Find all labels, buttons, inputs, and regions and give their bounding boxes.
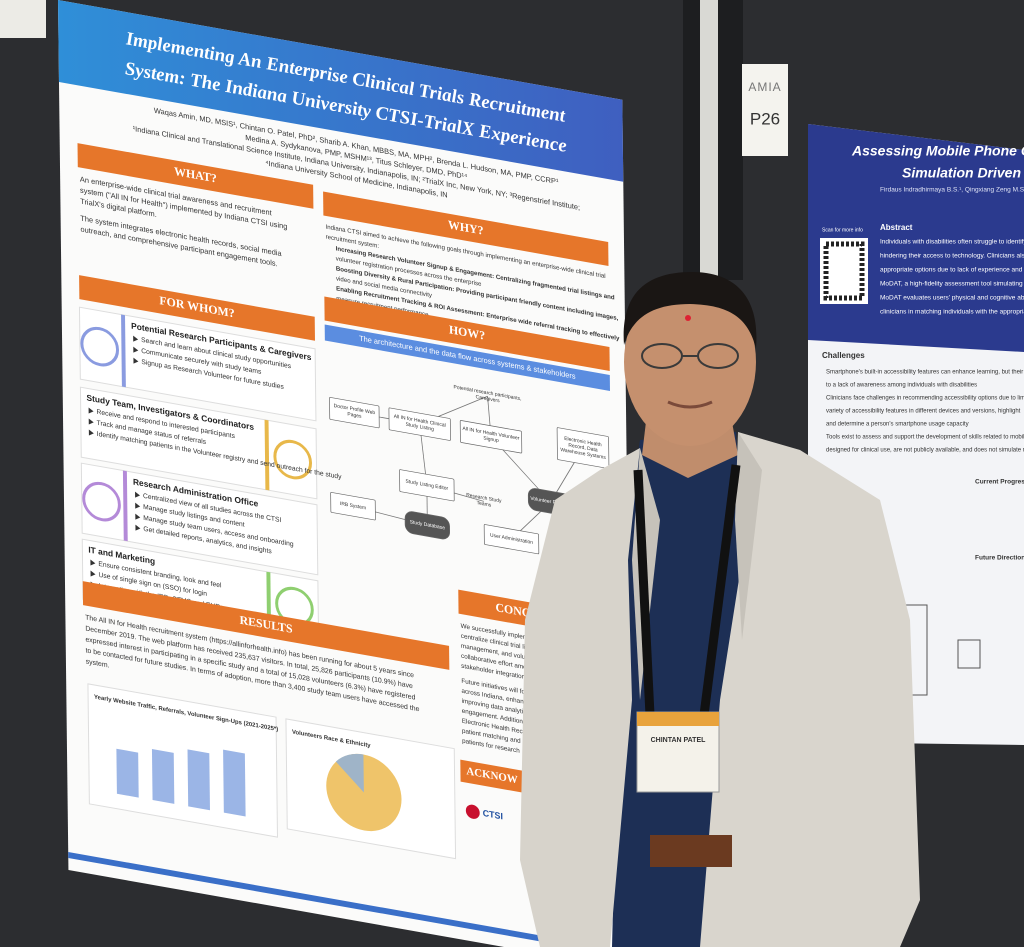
sign-code: P26: [750, 109, 780, 128]
abstract-heading: Abstract: [880, 223, 913, 232]
abstract-line: MoDAT, a high-fidelity assessment tool s…: [880, 281, 1024, 288]
abstract-line: appropriate options due to lack of exper…: [880, 267, 1024, 274]
group-box: [79, 386, 318, 500]
footer-strip: [68, 852, 633, 947]
bullet: [135, 491, 141, 498]
group-accent: [121, 314, 126, 388]
qr-note: Scan for more info: [822, 227, 863, 233]
logo-text: CTSI: [483, 808, 503, 822]
belt: [650, 835, 732, 867]
face: [624, 278, 756, 446]
challenges-heading: Challenges: [822, 351, 865, 360]
wall-sliver: [700, 0, 718, 280]
challenge-line: and determine a person's smartphone usag…: [826, 422, 969, 428]
results-line: system.: [86, 658, 110, 669]
logo-mark: [465, 804, 480, 819]
diagram-node: [483, 524, 540, 555]
smile: [667, 400, 713, 409]
challenge-line: Tools exist to assess and support the de…: [826, 435, 1024, 441]
diagram-node: [399, 469, 455, 502]
group-icon: [80, 326, 120, 367]
chart-bar: [116, 748, 139, 798]
bullet: [88, 429, 94, 436]
flow-box: [957, 639, 981, 669]
how-subtitle-band: [324, 324, 610, 391]
bullet: [135, 513, 141, 520]
bullet: [135, 502, 141, 509]
jacket-left: [520, 448, 640, 947]
chart-bar: [151, 749, 175, 804]
side-heading: Current Progress: [975, 479, 1024, 486]
bullet: [135, 524, 141, 531]
section-heading: HOW?: [449, 322, 485, 342]
section-header: [82, 581, 450, 670]
group-icon: [82, 481, 121, 522]
section-header: [79, 275, 315, 341]
group-accent: [264, 419, 270, 491]
challenge-line: designed for clinical use, are not publi…: [826, 448, 1024, 454]
right-title: Simulation Driven Approa: [902, 165, 1024, 181]
abstract-line: Individuals with disabilities often stru…: [880, 239, 1024, 246]
left-poster: Implementing An Enterprise Clinical Tria…: [58, 0, 633, 947]
lanyard-left: [633, 469, 655, 716]
chart-bar: [223, 749, 246, 817]
qr-pattern: [823, 241, 865, 301]
database: [404, 511, 451, 540]
section-header: [77, 143, 314, 209]
bullet: [133, 335, 139, 342]
group-box: [80, 462, 319, 576]
side-heading: Future Direction: [975, 555, 1024, 562]
lanyard-right: [699, 464, 741, 716]
hair: [623, 272, 757, 348]
abstract-line: MoDAT evaluates users' physical and cogn…: [880, 295, 1024, 302]
badge-name: CHINTAN PATEL: [651, 737, 707, 744]
challenge-line: Clinicians face challenges in recommendi…: [826, 396, 1024, 402]
bullet: [133, 357, 139, 364]
pie-slice: [335, 753, 364, 793]
group-box: [78, 306, 317, 422]
sign-org: AMIA: [748, 80, 781, 94]
challenge-line: Smartphone's built-in accessibility feat…: [826, 370, 1024, 376]
diagram-node: [330, 492, 376, 521]
section-header: [323, 191, 609, 266]
badge-band: [637, 712, 719, 726]
tilak: [685, 315, 691, 321]
right-authors: Firdaus Indradhirmaya B.S.¹, Qingxiang Z…: [880, 187, 1024, 194]
sign-card: [742, 64, 788, 156]
corner-card: [0, 0, 46, 38]
person: CHINTAN PATEL: [520, 272, 920, 947]
jacket-right: [700, 432, 920, 947]
group-accent: [122, 470, 128, 542]
section-heading: WHY?: [448, 217, 484, 237]
bullet: [90, 570, 96, 577]
chart-bar: [187, 749, 210, 811]
diagram-node: [388, 407, 451, 441]
diagram-node: [459, 420, 523, 454]
bullet: [133, 346, 139, 353]
challenge-line: variety of accessibility features in dif…: [826, 409, 1021, 415]
diagram-node: [556, 427, 610, 469]
challenge-line: to a lack of awareness among individuals…: [826, 383, 977, 389]
diagram-node: [329, 397, 380, 429]
bullet: [88, 418, 94, 425]
abstract-line: hindering their access to technology. Cl…: [880, 253, 1024, 260]
group-icon: [273, 439, 313, 480]
section-header: [324, 296, 610, 371]
lapel-right: [735, 432, 762, 640]
right-title: Assessing Mobile Phone Capacity w: [851, 143, 1024, 159]
title-banner: [58, 0, 624, 182]
bullet: [90, 559, 96, 566]
bullet: [88, 407, 94, 414]
abstract-line: clinicians in matching individuals with …: [880, 309, 1024, 316]
